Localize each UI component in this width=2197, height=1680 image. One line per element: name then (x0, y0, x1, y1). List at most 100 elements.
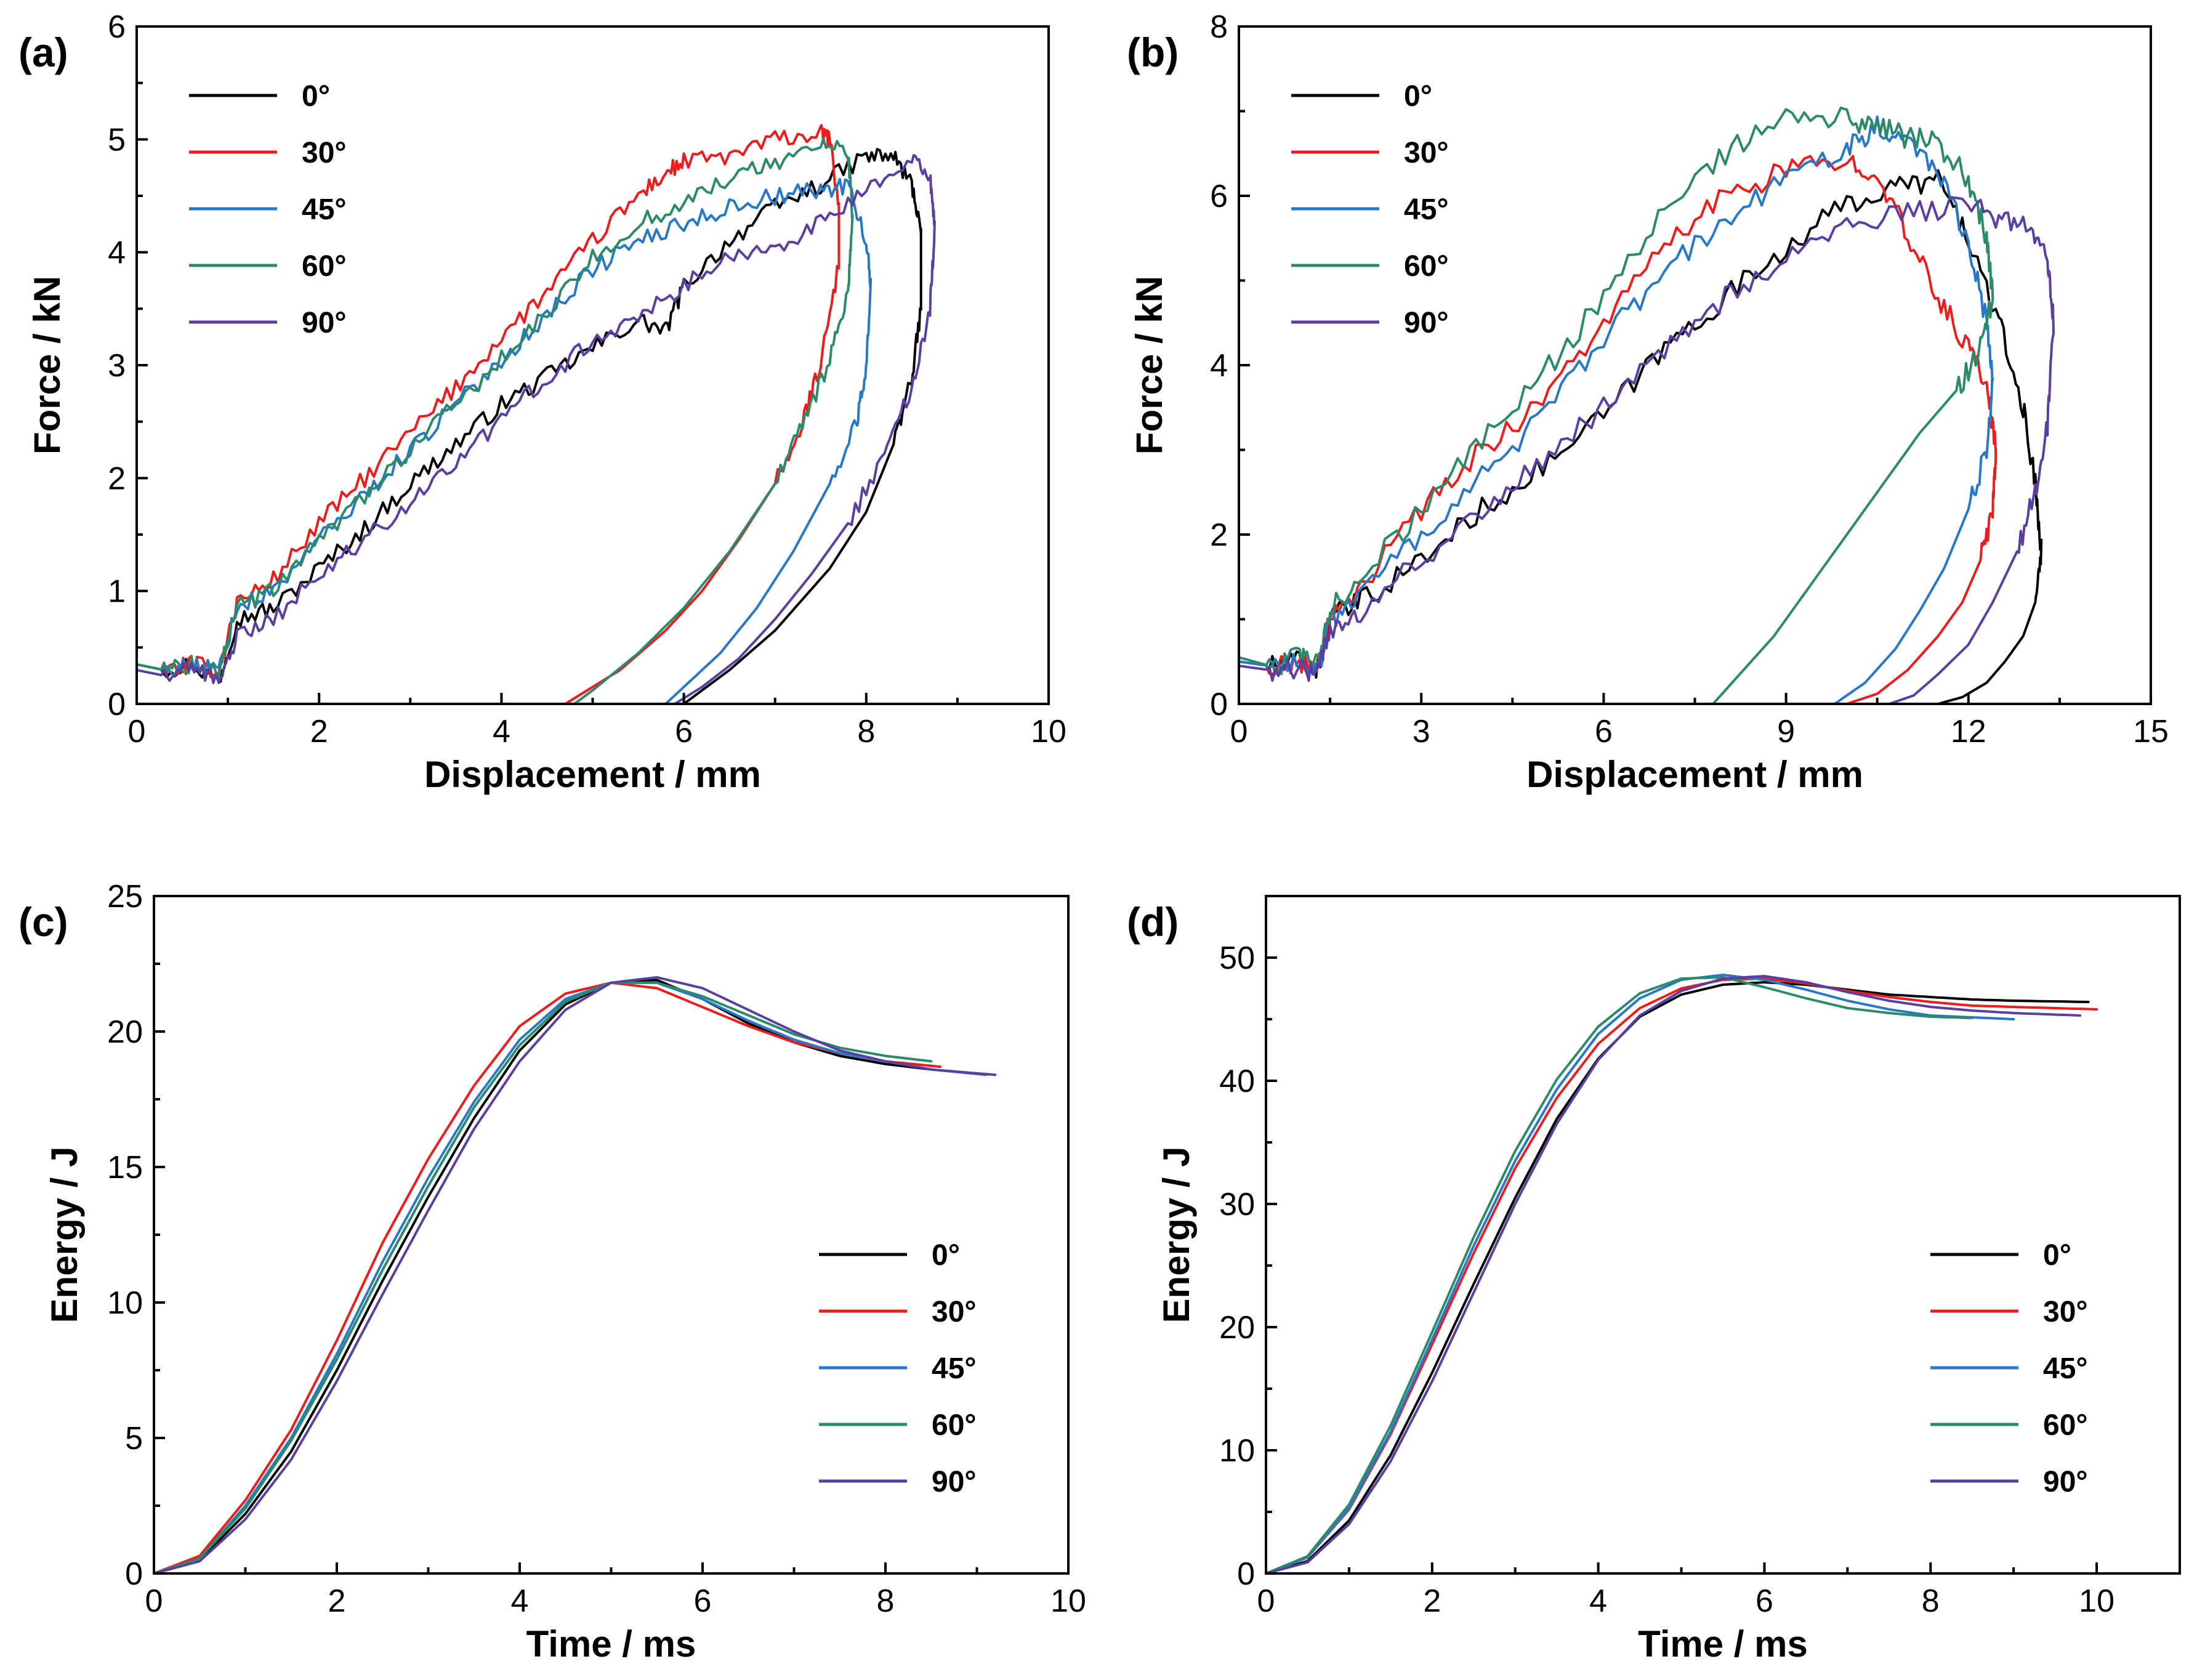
y-tick-label: 10 (107, 1285, 143, 1321)
x-axis-title: Displacement / mm (1526, 754, 1863, 795)
x-tick-label: 6 (1756, 1583, 1773, 1619)
panel-label: (d) (1127, 899, 1179, 945)
y-tick-label: 6 (108, 9, 126, 45)
series-line-0deg (1238, 169, 2043, 705)
y-tick-label: 20 (1219, 1310, 1255, 1346)
x-tick-label: 10 (2079, 1583, 2114, 1619)
series-line-60deg (135, 137, 854, 705)
series-line-30deg (1238, 155, 1997, 705)
legend-label: 30° (932, 1296, 977, 1328)
legend-label: 0° (932, 1239, 960, 1272)
series-line-30deg (153, 981, 942, 1575)
y-tick-label: 50 (1219, 940, 1255, 976)
x-tick-label: 0 (1230, 714, 1248, 749)
y-tick-label: 1 (108, 574, 126, 610)
y-tick-label: 0 (1237, 1556, 1255, 1592)
y-tick-label: 20 (107, 1014, 143, 1050)
series-line-90deg (1265, 975, 2082, 1575)
legend: 0° 30° 45° 60° 90° (1930, 1239, 2088, 1498)
chart-panel-b: (b) 0 3 6 9 12 15 0 2 4 6 8 Displacement / mm Force /… (1127, 9, 2169, 795)
legend-label: 30° (302, 137, 347, 169)
y-tick-label: 30 (1219, 1187, 1255, 1222)
series-line-60deg (153, 981, 933, 1575)
x-tick-label: 6 (694, 1583, 712, 1619)
x-tick-label: 0 (1257, 1583, 1275, 1619)
series-line-45deg (1238, 115, 1994, 705)
x-tick-label: 12 (1951, 714, 1986, 749)
legend-label: 45° (302, 193, 347, 226)
y-tick-label: 0 (125, 1556, 143, 1592)
x-tick-label: 0 (128, 714, 146, 749)
y-axis-title: Force / kN (26, 276, 68, 454)
chart-panel-c: (c) 0 2 4 6 8 10 0 5 10 15 20 25 Time / ms Energy / J 0… (18, 879, 1086, 1665)
x-axis-title: Displacement / mm (424, 754, 761, 795)
panel-label: (b) (1127, 30, 1179, 75)
legend-label: 90° (302, 307, 347, 339)
legend-label: 60° (302, 250, 347, 283)
legend-label: 0° (1404, 80, 1432, 113)
legend-label: 60° (1404, 250, 1449, 283)
x-tick-label: 3 (1413, 714, 1430, 749)
y-tick-label: 10 (1219, 1433, 1255, 1469)
series-line-90deg (153, 976, 997, 1575)
series-line-30deg (1265, 977, 2098, 1575)
y-tick-label: 8 (1210, 9, 1228, 45)
x-tick-label: 2 (328, 1583, 346, 1619)
y-axis-title: Energy / J (44, 1147, 85, 1323)
legend: 0° 30° 45° 60° 90° (189, 80, 347, 339)
x-tick-label: 2 (1423, 1583, 1441, 1619)
x-tick-label: 8 (857, 714, 875, 749)
series-line-45deg (153, 981, 988, 1575)
x-tick-label: 6 (675, 714, 693, 749)
x-axis-title: Time / ms (526, 1623, 696, 1665)
panel-label: (c) (18, 899, 68, 945)
x-tick-label: 10 (1031, 714, 1066, 749)
x-tick-label: 9 (1777, 714, 1795, 749)
x-tick-label: 8 (877, 1583, 895, 1619)
legend-label: 30° (1404, 137, 1449, 169)
y-axis-title: Energy / J (1156, 1147, 1197, 1323)
panel-label: (a) (18, 30, 68, 75)
y-tick-label: 3 (108, 348, 126, 384)
series-line-90deg (135, 154, 936, 705)
legend-label: 45° (932, 1352, 977, 1385)
y-tick-label: 15 (107, 1150, 143, 1185)
legend-label: 90° (2043, 1466, 2088, 1498)
legend-label: 60° (2043, 1409, 2088, 1442)
x-tick-label: 4 (1589, 1583, 1607, 1619)
y-tick-label: 2 (1210, 517, 1228, 553)
y-axis-title: Force / kN (1129, 276, 1170, 454)
legend-label: 90° (932, 1466, 977, 1498)
series-line-45deg (135, 177, 873, 705)
x-tick-label: 4 (511, 1583, 529, 1619)
legend-label: 45° (1404, 193, 1449, 226)
legend-label: 45° (2043, 1352, 2088, 1385)
legend-label: 60° (932, 1409, 977, 1442)
x-tick-label: 0 (145, 1583, 163, 1619)
x-tick-label: 8 (1922, 1583, 1940, 1619)
legend-label: 30° (2043, 1296, 2088, 1328)
chart-panel-a: (a) 0 2 4 6 8 10 0 1 2 3 4 5 6 Displacement / mm Force … (18, 9, 1066, 795)
legend-label: 90° (1404, 307, 1449, 339)
series-line-60deg (1265, 976, 1973, 1575)
y-tick-label: 40 (1219, 1064, 1255, 1099)
series-line-0deg (1265, 981, 2090, 1575)
series-line-90deg (1238, 196, 2055, 705)
x-axis-title: Time / ms (1638, 1623, 1808, 1665)
y-tick-label: 0 (108, 687, 126, 722)
x-tick-label: 10 (1050, 1583, 1086, 1619)
legend: 0° 30° 45° 60° 90° (1291, 80, 1449, 339)
chart-panel-d: (d) 0 2 4 6 8 10 0 10 20 30 40 50 Time / ms Energy / J… (1127, 895, 2181, 1665)
series-line-45deg (1265, 974, 2015, 1575)
y-tick-label: 6 (1210, 179, 1228, 214)
y-tick-label: 2 (108, 461, 126, 496)
x-tick-label: 4 (493, 714, 510, 749)
plot-frame (135, 25, 1050, 705)
x-tick-label: 15 (2133, 714, 2169, 749)
y-tick-label: 4 (1210, 348, 1228, 384)
x-tick-label: 6 (1595, 714, 1613, 749)
y-tick-label: 5 (108, 122, 126, 158)
x-tick-label: 2 (310, 714, 328, 749)
legend-label: 0° (2043, 1239, 2071, 1272)
